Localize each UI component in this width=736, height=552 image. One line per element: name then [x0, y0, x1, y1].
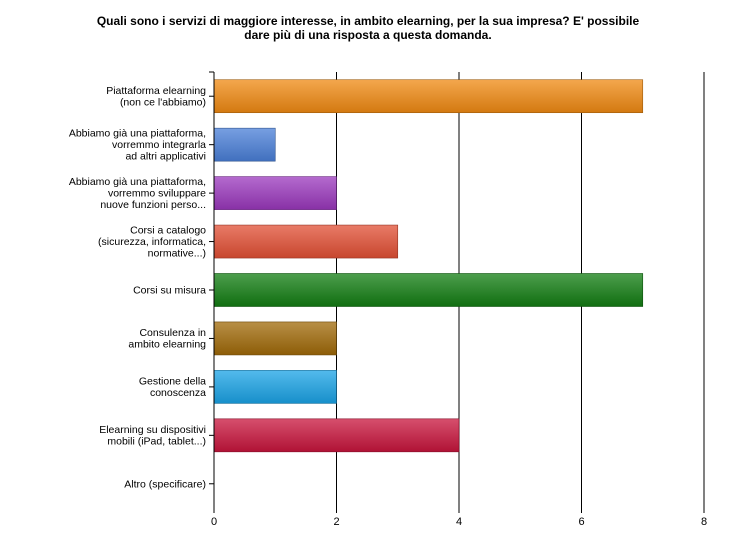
bar-6	[213, 370, 337, 404]
category-label-4-line-0: Corsi su misura	[133, 285, 206, 297]
label-layer: 0 2 4 6 8 Piattaforma elearning (non ce l'abbi…	[69, 85, 707, 528]
category-label-3-line-0: Corsi a catalogo	[130, 225, 206, 237]
category-label-7-line-1: mobili (iPad, tablet...)	[107, 436, 206, 448]
category-label-2-line-2: nuove funzioni perso...	[100, 199, 206, 211]
category-label-6: Gestione della conoscenza	[139, 376, 206, 400]
category-label-6-line-0: Gestione della	[139, 376, 206, 388]
category-label-1-line-1: vorremmo integrarla	[112, 139, 206, 151]
category-label-0-line-1: (non ce l'abbiamo)	[120, 96, 206, 108]
category-label-3-line-2: normative...)	[148, 248, 206, 260]
bar-3	[213, 224, 399, 259]
x-tick-label-8: 8	[701, 516, 707, 528]
category-label-5-line-1: ambito elearning	[128, 339, 206, 351]
category-label-1-line-2: ad altri applicativi	[125, 151, 206, 163]
category-label-0-line-0: Piattaforma elearning	[106, 85, 206, 97]
category-label-7: Elearning su dispositivi mobili (iPad, ta…	[99, 424, 206, 448]
category-label-2: Abbiamo già una piattaforma, vorremmo svi…	[69, 176, 206, 211]
category-label-4: Corsi su misura	[133, 285, 206, 297]
bar-0	[213, 79, 644, 114]
bar-7	[213, 418, 460, 453]
category-label-3: Corsi a catalogo (sicurezza, informatica,…	[98, 225, 206, 260]
category-label-2-line-0: Abbiamo già una piattaforma,	[69, 176, 206, 188]
axis-layer	[209, 71, 705, 513]
category-label-8-line-0: Altro (specificare)	[124, 478, 206, 490]
x-tick-label-0: 0	[211, 516, 217, 528]
category-label-8: Altro (specificare)	[124, 478, 206, 490]
category-label-5-line-0: Consulenza in	[139, 327, 206, 339]
category-label-1-line-0: Abbiamo già una piattaforma,	[69, 128, 206, 140]
category-label-1: Abbiamo già una piattaforma, vorremmo int…	[69, 128, 206, 163]
category-label-6-line-1: conoscenza	[150, 387, 206, 399]
category-label-5: Consulenza in ambito elearning	[128, 327, 206, 351]
category-label-7-line-0: Elearning su dispositivi	[99, 424, 206, 436]
category-label-2-line-1: vorremmo sviluppare	[108, 188, 206, 200]
category-label-3-line-1: (sicurezza, informatica,	[98, 236, 206, 248]
bar-5	[213, 321, 337, 356]
chart-title-line-1: Quali sono i servizi di maggiore interes…	[96, 14, 640, 28]
chart-title-line-2: dare più di una risposta a questa domand…	[244, 28, 492, 42]
bar-layer	[213, 79, 644, 453]
bar-2	[213, 176, 337, 210]
x-tick-label-4: 4	[456, 516, 462, 528]
bar-1	[213, 127, 276, 162]
x-tick-label-2: 2	[333, 516, 339, 528]
bar-4	[213, 273, 644, 307]
x-tick-label-6: 6	[578, 516, 584, 528]
category-label-0: Piattaforma elearning (non ce l'abbiamo)	[106, 85, 206, 109]
chart-title: Quali sono i servizi di maggiore interes…	[40, 14, 696, 42]
